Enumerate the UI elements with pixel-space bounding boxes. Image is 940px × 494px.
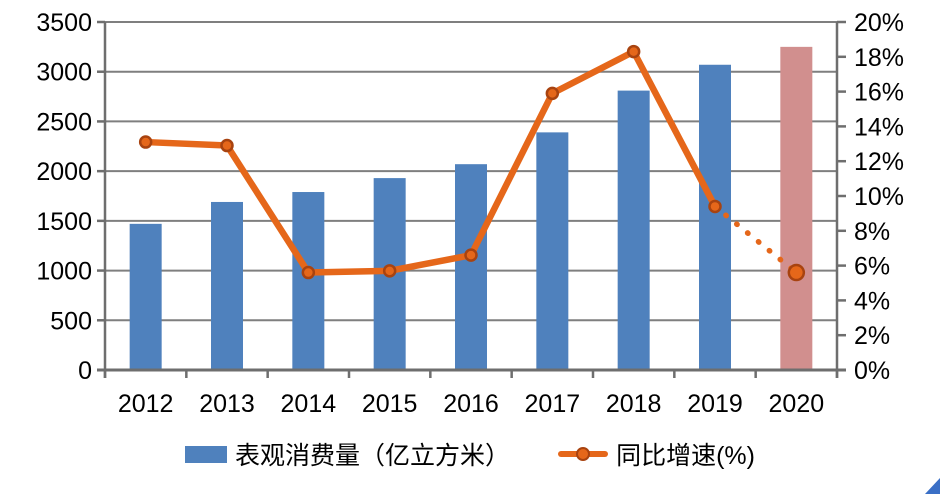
right-axis-label: 0% xyxy=(854,357,890,385)
left-axis-label: 3500 xyxy=(36,9,92,37)
growth-marker-2013 xyxy=(220,138,234,153)
right-axis-label: 18% xyxy=(854,44,904,72)
left-axis-label: 1000 xyxy=(36,258,92,286)
bar-2020 xyxy=(780,46,813,370)
bar-2013 xyxy=(211,201,243,370)
bar-series-swatch xyxy=(185,445,228,463)
right-axis-label: 10% xyxy=(854,183,904,211)
growth-marker-2015 xyxy=(382,264,397,278)
x-axis-label-2019: 2019 xyxy=(687,390,743,418)
bar-2012 xyxy=(129,223,162,370)
line-series-label: 同比增速(%) xyxy=(616,442,755,470)
growth-marker-2012 xyxy=(138,135,153,149)
right-axis-label: 16% xyxy=(854,79,904,107)
bar-series-label: 表观消费量（亿立方米） xyxy=(235,442,511,470)
x-axis-label-2013: 2013 xyxy=(199,390,255,418)
right-axis-label: 2% xyxy=(854,322,890,350)
left-axis-label: 1500 xyxy=(36,208,92,236)
x-axis-label-2020: 2020 xyxy=(769,390,825,418)
x-axis-label-2017: 2017 xyxy=(525,390,581,418)
left-axis-label: 2500 xyxy=(36,108,92,136)
growth-marker-2018 xyxy=(626,44,641,59)
growth-marker-2019 xyxy=(708,199,722,214)
growth-marker-2017 xyxy=(545,86,560,101)
bar-2017 xyxy=(536,132,569,370)
x-axis-label-2015: 2015 xyxy=(362,390,418,418)
legend: 表观消费量（亿立方米） 同比增速(%) xyxy=(0,436,940,472)
line-swatch-marker-icon xyxy=(576,447,591,461)
right-axis-label: 8% xyxy=(854,218,890,246)
growth-marker-2014 xyxy=(301,265,316,280)
x-axis-label-2014: 2014 xyxy=(281,390,337,418)
line-series-swatch xyxy=(558,447,609,462)
bar-2018 xyxy=(617,90,650,370)
left-axis-label: 2000 xyxy=(36,158,92,186)
legend-item-growth: 同比增速(%) xyxy=(558,436,755,472)
right-axis-label: 14% xyxy=(854,113,904,141)
left-axis-label: 500 xyxy=(50,307,92,335)
right-axis-label: 12% xyxy=(854,148,904,176)
left-axis-label: 3000 xyxy=(36,59,92,87)
bar-2014 xyxy=(292,192,325,370)
growth-line-solid xyxy=(142,48,719,276)
x-axis-label-2018: 2018 xyxy=(606,390,662,418)
right-axis-label: 4% xyxy=(854,287,890,315)
bar-2016 xyxy=(455,164,487,370)
growth-marker-2020 xyxy=(787,263,806,282)
legend-item-consumption: 表观消费量（亿立方米） xyxy=(185,436,510,472)
left-axis-label: 0 xyxy=(78,357,92,385)
growth-marker-2016 xyxy=(464,248,478,262)
x-axis-label-2016: 2016 xyxy=(443,390,499,418)
corner-triangle-decoration xyxy=(925,478,940,494)
right-axis-label: 20% xyxy=(854,9,904,37)
right-axis-label: 6% xyxy=(854,253,890,281)
x-axis-label-2012: 2012 xyxy=(118,390,174,418)
